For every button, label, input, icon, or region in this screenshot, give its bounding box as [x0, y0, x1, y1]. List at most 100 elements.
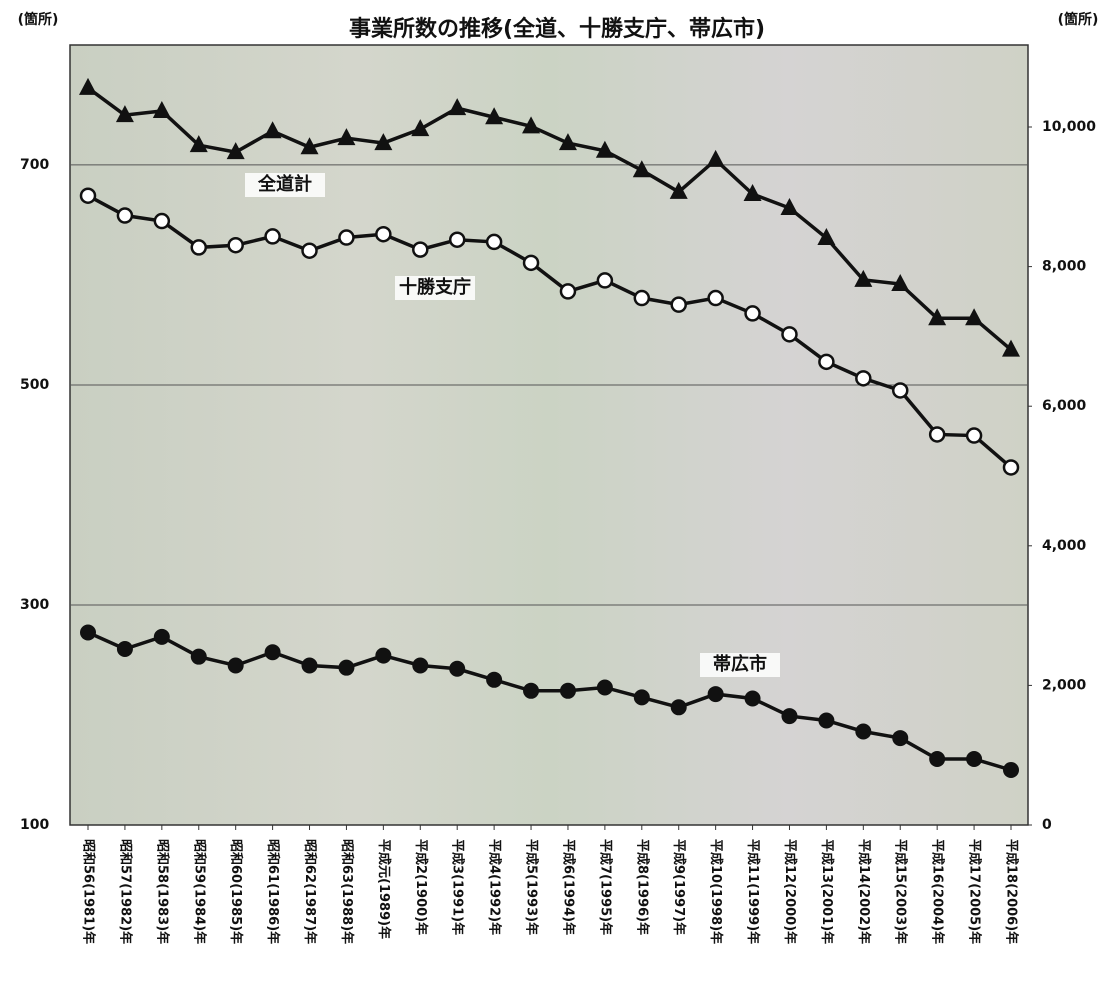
marker	[818, 353, 835, 371]
marker	[523, 682, 540, 699]
marker	[116, 640, 133, 657]
marker	[744, 690, 761, 707]
marker	[485, 107, 504, 125]
marker	[559, 682, 576, 699]
x-tick-label: 昭和56(1981)年	[81, 839, 97, 944]
x-tick-label: 平成4(1992)年	[487, 839, 503, 935]
x-tick-label: 平成17(2005)年	[967, 839, 983, 944]
marker	[153, 628, 170, 645]
y2-tick-label: 6,000	[1042, 398, 1087, 414]
y2-tick-label: 8,000	[1042, 259, 1087, 275]
marker	[227, 657, 244, 674]
marker	[854, 269, 873, 287]
x-tick-label: 平成7(1995)年	[597, 839, 613, 935]
marker	[596, 679, 613, 696]
marker	[595, 140, 614, 158]
series-line	[86, 86, 1013, 352]
x-tick-label: 平成2(1900)年	[413, 839, 429, 935]
marker	[781, 708, 798, 725]
x-tick-label: 平成6(1994)年	[560, 839, 576, 935]
marker	[226, 142, 245, 160]
marker	[780, 197, 799, 215]
series-label: 十勝支庁	[399, 276, 471, 298]
x-tick-label: 昭和62(1987)年	[302, 839, 318, 944]
marker	[596, 272, 614, 289]
marker	[522, 116, 541, 134]
marker	[558, 133, 577, 151]
y-tick-label: 300	[20, 597, 49, 613]
marker	[153, 212, 171, 230]
x-tick-label: 平成5(1993)年	[524, 839, 540, 935]
marker	[743, 184, 762, 202]
marker	[301, 657, 318, 674]
marker	[375, 647, 392, 664]
marker	[707, 289, 724, 307]
marker	[337, 128, 356, 146]
marker	[1002, 339, 1020, 357]
y-tick-label: 100	[20, 817, 49, 833]
marker	[485, 233, 503, 251]
marker	[891, 382, 909, 399]
marker	[855, 723, 872, 740]
y-tick-label: 700	[20, 157, 49, 173]
marker	[1002, 459, 1020, 476]
series-label-bg	[395, 276, 475, 300]
marker	[891, 274, 910, 292]
marker	[707, 686, 724, 703]
marker	[928, 308, 947, 326]
marker	[892, 730, 909, 747]
x-tick-label: 平成14(2002)年	[856, 839, 872, 944]
marker	[486, 671, 503, 688]
marker	[411, 119, 430, 137]
marker	[633, 689, 650, 706]
marker	[1003, 761, 1019, 778]
marker	[412, 241, 429, 258]
marker	[669, 181, 688, 199]
x-tick-label: 平成元(1989)年	[376, 839, 392, 939]
marker	[263, 121, 282, 139]
marker	[965, 427, 983, 444]
marker	[115, 105, 134, 123]
series-label-bg	[700, 653, 780, 677]
marker	[412, 657, 429, 674]
marker	[781, 326, 798, 343]
y-axis-label: (箇所)	[18, 11, 59, 28]
marker	[670, 296, 687, 313]
marker	[559, 283, 577, 300]
x-tick-label: 平成8(1996)年	[634, 839, 650, 935]
marker	[227, 236, 244, 254]
series-label: 全道計	[257, 173, 312, 195]
y2-tick-label: 4,000	[1042, 538, 1087, 554]
marker	[448, 231, 466, 248]
marker	[855, 370, 872, 387]
x-tick-label: 昭和57(1982)年	[117, 839, 133, 944]
marker	[670, 699, 687, 716]
marker	[817, 227, 836, 245]
series-label-bg	[245, 173, 325, 197]
marker	[79, 77, 97, 95]
x-tick-label: 平成3(1991)年	[450, 839, 466, 935]
x-tick-label: 平成16(2004)年	[930, 839, 946, 944]
marker	[264, 228, 281, 245]
chart-title: 事業所数の推移(全道、十勝支庁、帯広市)	[349, 16, 765, 42]
marker	[448, 98, 467, 116]
x-tick-label: 平成12(2000)年	[782, 839, 798, 944]
marker	[522, 254, 540, 272]
marker	[966, 750, 983, 767]
marker	[79, 187, 97, 204]
marker	[116, 207, 134, 224]
marker	[338, 229, 355, 246]
y2-tick-label: 2,000	[1042, 677, 1087, 693]
x-tick-label: 昭和59(1984)年	[191, 839, 207, 944]
x-tick-label: 昭和60(1985)年	[228, 839, 244, 944]
x-tick-label: 平成15(2003)年	[893, 839, 909, 944]
marker	[264, 644, 281, 661]
x-tick-label: 平成13(2001)年	[819, 839, 835, 944]
marker	[929, 750, 946, 767]
marker	[190, 239, 208, 256]
x-tick-label: 昭和61(1986)年	[265, 839, 281, 944]
marker	[300, 137, 319, 155]
marker	[744, 305, 761, 322]
y2-tick-label: 10,000	[1042, 119, 1096, 135]
